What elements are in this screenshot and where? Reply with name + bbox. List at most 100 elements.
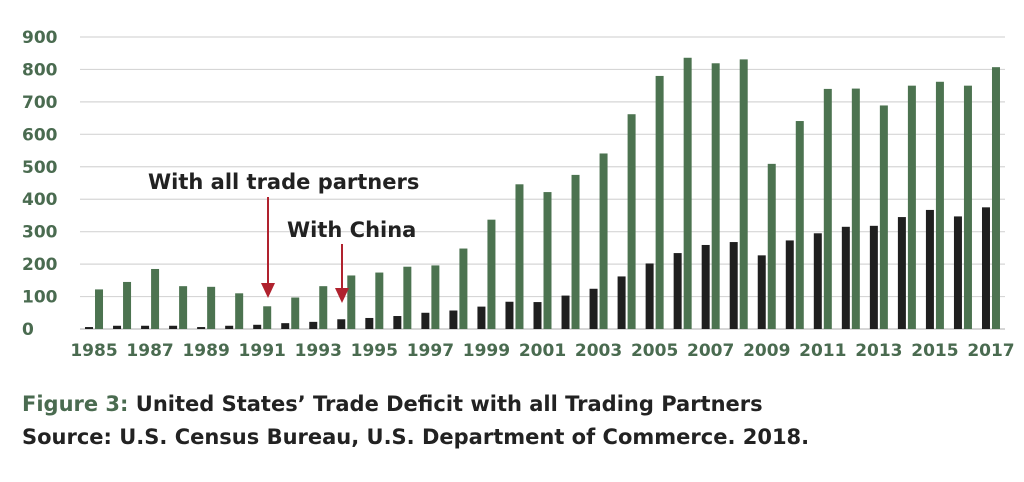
y-tick-label: 100	[22, 288, 58, 308]
x-tick-label: 2013	[855, 341, 902, 361]
bar-all-partners-2008	[739, 59, 748, 330]
annotations: With all trade partners With China	[148, 170, 419, 303]
figure-title: United States’ Trade Deficit with all Tr…	[135, 392, 763, 416]
bar-all-partners-2017	[991, 67, 1000, 329]
annotation-china: With China	[287, 218, 416, 242]
figure-label: Figure 3:	[22, 392, 129, 416]
bar-all-partners-2015	[935, 81, 944, 329]
bar-china-2005	[645, 263, 654, 329]
bar-china-1995	[365, 317, 374, 329]
x-tick-label: 1991	[239, 341, 286, 361]
bar-china-1989	[197, 327, 206, 329]
bar-china-2010	[785, 240, 794, 329]
x-tick-label: 2001	[519, 341, 566, 361]
y-tick-label: 700	[22, 93, 58, 113]
bar-all-partners-2004	[627, 114, 636, 330]
bar-all-partners-2011	[823, 88, 832, 330]
x-tick-label: 2017	[967, 341, 1014, 361]
bar-china-2003	[589, 288, 598, 329]
bar-all-partners-2010	[795, 121, 804, 329]
bar-all-partners-2009	[767, 163, 776, 329]
bar-china-2013	[869, 225, 878, 329]
y-tick-label: 300	[22, 223, 58, 243]
bar-all-partners-2001	[543, 192, 552, 329]
y-tick-label: 900	[22, 28, 58, 48]
bar-all-partners-2002	[571, 174, 580, 329]
bar-all-partners-1996	[403, 266, 412, 329]
bar-all-partners-1986	[123, 281, 132, 329]
bar-china-1996	[393, 316, 402, 329]
y-tick-label: 500	[22, 158, 58, 178]
bar-china-1988	[169, 325, 178, 329]
bar-all-partners-1993	[319, 286, 328, 329]
bar-china-2014	[897, 217, 906, 329]
bar-china-1997	[421, 312, 430, 329]
x-tick-label: 1987	[126, 341, 173, 361]
bar-all-partners-2016	[963, 85, 972, 330]
bar-china-2016	[953, 216, 962, 329]
all-partners-series-bars	[95, 57, 1000, 330]
x-tick-label: 1999	[463, 341, 510, 361]
bar-china-2006	[673, 253, 682, 329]
bar-all-partners-1998	[459, 248, 468, 329]
bar-china-2007	[701, 244, 710, 329]
bar-all-partners-2006	[683, 57, 692, 330]
x-tick-label: 1993	[295, 341, 342, 361]
bar-china-2004	[617, 276, 626, 329]
bar-china-1998	[449, 310, 458, 329]
bar-china-2008	[729, 242, 738, 329]
bar-china-1991	[253, 324, 262, 329]
bar-all-partners-2013	[879, 105, 888, 329]
bar-all-partners-1997	[431, 265, 440, 329]
bar-all-partners-1988	[179, 286, 188, 329]
bar-all-partners-2007	[711, 63, 720, 329]
bar-all-partners-2000	[515, 184, 524, 329]
x-tick-label: 1995	[351, 341, 398, 361]
bar-china-1994	[337, 319, 346, 329]
y-tick-label: 800	[22, 60, 58, 80]
gridlines	[80, 36, 1005, 330]
bar-all-partners-1989	[207, 286, 216, 329]
x-tick-label: 2005	[631, 341, 678, 361]
arrow-china-head	[335, 288, 349, 303]
bar-china-1985	[85, 327, 94, 329]
x-tick-label: 2015	[911, 341, 958, 361]
bar-china-2015	[925, 209, 934, 329]
bar-china-1999	[477, 306, 486, 329]
y-tick-label: 400	[22, 190, 58, 210]
y-tick-label: 200	[22, 255, 58, 275]
x-axis-ticks: 1985 1987 1989 1991 1993 1995 1997 1999 2001 2003…	[70, 341, 1014, 361]
bar-all-partners-1992	[291, 297, 300, 329]
figure-caption: Figure 3: United States’ Trade Deficit w…	[22, 392, 763, 416]
x-tick-label: 1985	[70, 341, 117, 361]
bar-all-partners-2005	[655, 75, 664, 329]
bar-china-2009	[757, 255, 766, 329]
bar-all-partners-1994	[347, 275, 356, 329]
bar-all-partners-1987	[151, 268, 160, 329]
bar-china-1992	[281, 323, 290, 329]
x-tick-label: 2003	[575, 341, 622, 361]
x-tick-label: 2011	[799, 341, 846, 361]
x-tick-label: 1997	[407, 341, 454, 361]
y-axis-ticks: 0 100 200 300 400 500 600 700 800 900	[22, 28, 58, 340]
x-tick-label: 2007	[687, 341, 734, 361]
china-series-bars	[85, 207, 990, 329]
bar-china-2001	[533, 302, 542, 329]
bar-all-partners-1995	[375, 272, 384, 329]
bar-all-partners-2014	[907, 85, 916, 330]
bar-all-partners-2003	[599, 153, 608, 329]
bar-china-2011	[813, 233, 822, 329]
bar-all-partners-2012	[851, 88, 860, 329]
bar-china-1986	[113, 325, 122, 329]
x-tick-label: 2009	[743, 341, 790, 361]
bar-china-2017	[981, 207, 990, 329]
bar-all-partners-1991	[263, 306, 272, 329]
bar-china-2002	[561, 295, 570, 329]
bar-china-1993	[309, 321, 318, 329]
bar-china-1990	[225, 325, 234, 329]
y-tick-label: 600	[22, 125, 58, 145]
bar-china-2012	[841, 226, 850, 329]
annotation-all-partners: With all trade partners	[148, 170, 419, 194]
figure-source: Source: U.S. Census Bureau, U.S. Departm…	[22, 425, 810, 449]
